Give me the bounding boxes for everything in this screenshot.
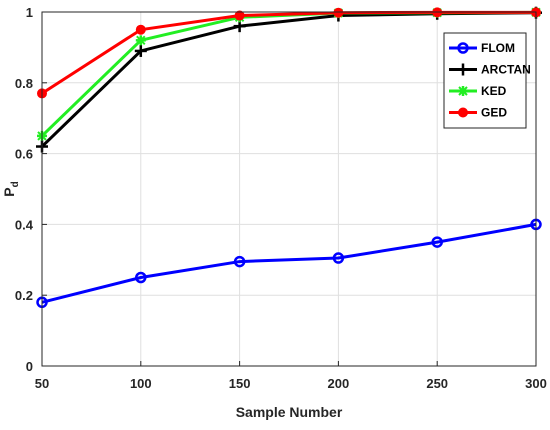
y-tick-label: 0	[26, 359, 33, 374]
y-tick-label: 0.8	[15, 76, 33, 91]
legend-label-ked: KED	[481, 84, 507, 98]
data-point-ged	[135, 24, 146, 35]
x-axis-title: Sample Number	[236, 404, 343, 420]
data-point-flom	[332, 252, 345, 264]
x-tick-label: 50	[35, 376, 49, 391]
legend-marker-arctan	[457, 63, 469, 76]
y-axis-title: Pd	[1, 181, 21, 196]
plot-frame	[41, 11, 537, 367]
series-line-flom	[41, 222, 537, 304]
y-axis-title-main: P	[1, 187, 17, 196]
legend-item-flom: FLOM	[449, 41, 515, 55]
legend-label-flom: FLOM	[481, 41, 515, 55]
y-tick-label: 1	[26, 5, 33, 20]
x-tick-label: 200	[328, 376, 350, 391]
legend-marker-flom	[457, 42, 469, 54]
data-point-ged	[234, 10, 245, 21]
legend-item-ked: KED	[449, 84, 507, 98]
data-point-arctan	[134, 44, 147, 57]
legend-label-arctan: ARCTAN	[481, 63, 531, 77]
series-flom	[36, 218, 542, 309]
x-tick-label: 250	[426, 376, 448, 391]
legend: FLOM ARCTAN KED GED	[443, 32, 531, 129]
x-tick-label: 300	[525, 376, 547, 391]
legend-item-arctan: ARCTAN	[449, 63, 531, 77]
y-tick-label: 0.6	[15, 147, 33, 162]
tick-labels: 50 100 150 200 250 300 0 0.2 0.4 0.6 0.8 1	[15, 5, 547, 391]
legend-label-ged: GED	[481, 106, 507, 120]
legend-item-ged: GED	[449, 106, 507, 120]
y-tick-label: 0.4	[15, 217, 34, 232]
x-tick-label: 100	[130, 376, 152, 391]
data-point-ked	[135, 35, 146, 46]
data-point-flom	[431, 236, 443, 248]
y-tick-label: 0.2	[15, 288, 33, 303]
data-point-flom	[135, 271, 147, 284]
data-point-flom	[233, 255, 246, 268]
data-point-ged	[333, 7, 344, 18]
legend-marker-ked	[458, 86, 468, 96]
legend-marker-ged	[458, 107, 468, 118]
y-axis-title-subscript: d	[10, 181, 21, 187]
x-tick-label: 150	[229, 376, 251, 391]
